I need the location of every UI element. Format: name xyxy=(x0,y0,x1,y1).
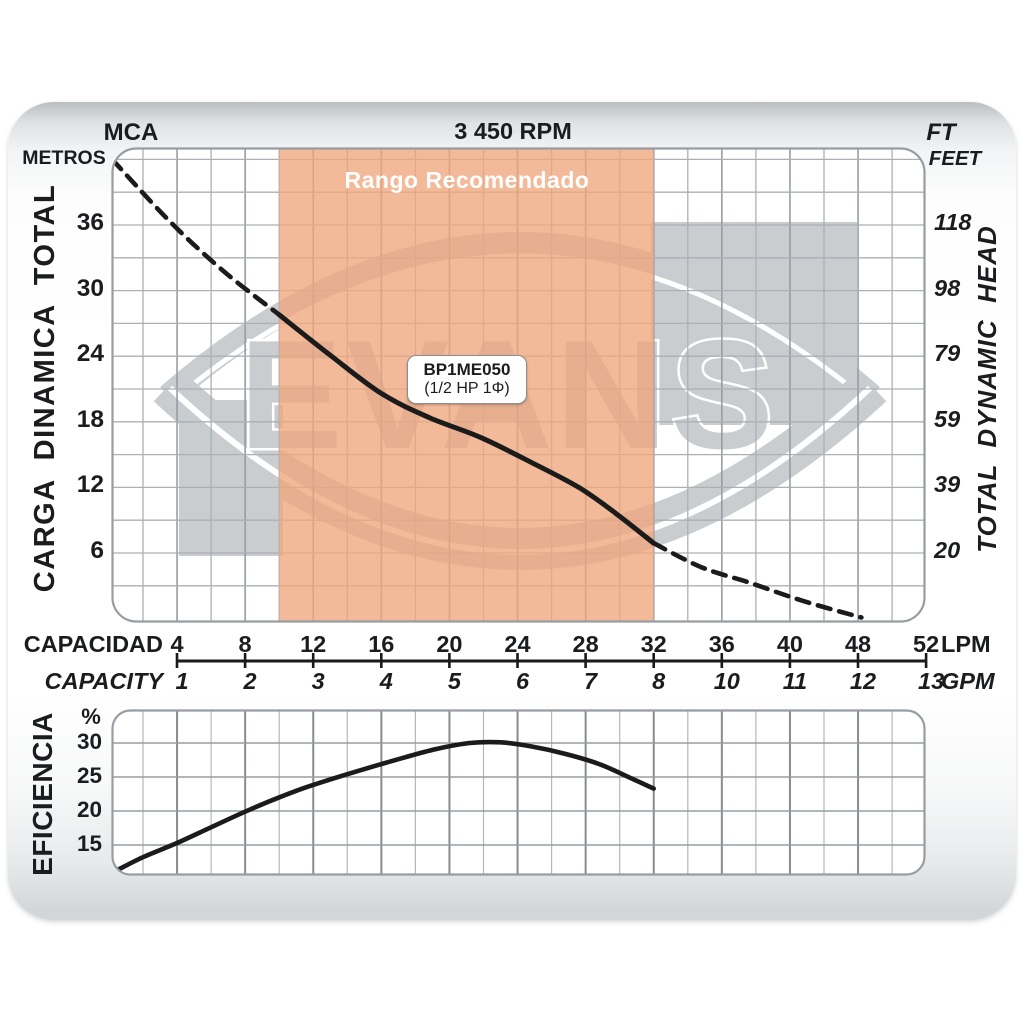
head-chart-border xyxy=(111,147,926,623)
xtick-gpm-11: 11 xyxy=(782,668,808,694)
xtick-gpm-5: 5 xyxy=(447,668,461,694)
head-ytick-ft-118: 118 xyxy=(934,209,972,236)
head-ytick-m-24: 24 xyxy=(76,340,104,368)
pump-model-code: BP1ME050 xyxy=(423,360,511,379)
xtick-lpm-24: 24 xyxy=(504,631,531,657)
xtick-lpm-40: 40 xyxy=(776,631,803,657)
xtick-lpm-12: 12 xyxy=(300,631,327,657)
efficiency-chart-border xyxy=(111,709,926,876)
xtick-gpm-1: 1 xyxy=(175,668,189,694)
head-ytick-m-12: 12 xyxy=(76,471,104,499)
head-ytick-ft-20: 20 xyxy=(934,537,961,564)
head-ytick-ft-98: 98 xyxy=(934,274,961,301)
head-ytick-m-18: 18 xyxy=(76,405,104,433)
efficiency-curve xyxy=(113,739,656,874)
eff-ytick-20: 20 xyxy=(76,797,102,822)
xtick-lpm-28: 28 xyxy=(572,631,599,657)
xtick-lpm-16: 16 xyxy=(368,631,395,657)
xtick-gpm-13: 13 xyxy=(918,668,945,694)
head-ytick-ft-59: 59 xyxy=(934,405,961,432)
y-axis-label-right: TOTAL DYNAMIC HEAD xyxy=(972,225,1002,553)
xtick-gpm-10: 10 xyxy=(713,668,740,694)
capacity-axis xyxy=(175,653,928,668)
eff-ytick-15: 15 xyxy=(76,831,102,856)
gpm-unit-label: GPM xyxy=(941,668,995,694)
xtick-gpm-4: 4 xyxy=(379,668,393,694)
head-ytick-ft-79: 79 xyxy=(934,340,961,367)
efficiency-unit-label: % xyxy=(81,704,101,729)
pump-model-power: (1/2 HP 1Φ) xyxy=(424,380,510,397)
head-curve-dashed-right xyxy=(651,540,864,620)
xtick-gpm-7: 7 xyxy=(584,668,598,694)
xtick-lpm-48: 48 xyxy=(844,631,872,657)
head-ytick-m-30: 30 xyxy=(76,274,104,302)
eff-ytick-30: 30 xyxy=(76,729,102,754)
y-axis-label-left: CARGA DINAMICA TOTAL xyxy=(29,183,61,593)
head-curve-solid xyxy=(276,312,657,546)
xtick-lpm-32: 32 xyxy=(640,631,667,657)
unit-mca-label: MCA xyxy=(103,119,159,146)
registered-mark-icon: ® xyxy=(779,361,811,410)
capacity-label: CAPACITY xyxy=(44,668,163,694)
unit-metros-label: METROS xyxy=(22,147,106,169)
head-ytick-m-36: 36 xyxy=(76,209,104,237)
lpm-unit-label: LPM xyxy=(941,631,991,657)
xtick-gpm-8: 8 xyxy=(652,668,666,694)
efficiency-chart-area xyxy=(112,710,925,875)
xtick-lpm-4: 4 xyxy=(170,631,184,657)
xtick-lpm-52: 52 xyxy=(913,631,940,657)
xtick-lpm-36: 36 xyxy=(708,631,735,657)
xtick-gpm-12: 12 xyxy=(849,668,877,694)
xtick-gpm-6: 6 xyxy=(515,668,530,694)
recommended-range-label: Rango Recomendado xyxy=(344,167,590,193)
eff-ytick-25: 25 xyxy=(76,763,102,788)
head-ytick-ft-39: 39 xyxy=(934,471,961,498)
xtick-gpm-2: 2 xyxy=(243,668,257,694)
head-curve-dashed-left xyxy=(112,157,282,317)
head-ytick-m-6: 6 xyxy=(90,537,104,565)
xtick-lpm-8: 8 xyxy=(238,631,252,657)
xtick-lpm-20: 20 xyxy=(436,631,463,657)
efficiency-axis-label: EFICIENCIA xyxy=(27,712,58,876)
pump-model-callout: BP1ME050 (1/2 HP 1Φ) xyxy=(407,355,527,404)
rpm-title: 3 450 RPM xyxy=(454,118,572,144)
unit-feet-label: FEET xyxy=(928,147,982,170)
unit-ft-label: FT xyxy=(926,119,956,146)
xtick-gpm-3: 3 xyxy=(311,668,325,694)
capacidad-label: CAPACIDAD xyxy=(23,631,163,657)
